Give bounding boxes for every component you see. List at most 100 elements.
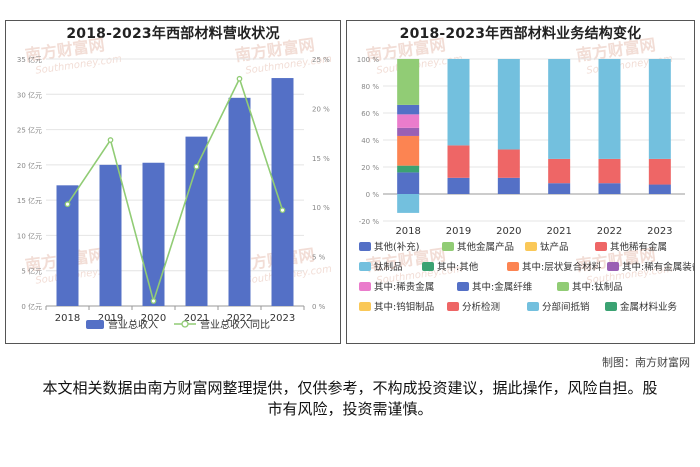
stack-segment [598, 158, 621, 184]
legend-label: 其中:金属纤维 [472, 281, 533, 293]
revenue-bar [228, 97, 251, 306]
legend-swatch [442, 242, 454, 251]
stack-segment [648, 158, 671, 185]
yoy-point [64, 201, 71, 208]
legend-swatch [457, 282, 469, 291]
y-tick-label: 40 % [361, 137, 379, 145]
stack-segment-negative [397, 194, 420, 213]
y-tick-label: 100 % [357, 56, 380, 64]
yoy-point [279, 207, 286, 214]
y-tick-label: 80 % [361, 83, 379, 91]
revenue-chart-svg: 南方财富网Southmoney.com南方财富网Southmoney.com南方… [17, 35, 333, 331]
yoy-point [193, 163, 200, 170]
business-structure-chart-svg: 南方财富网Southmoney.com南方财富网Southmoney.com南方… [357, 35, 694, 313]
legend-swatch-yoy-marker [181, 320, 189, 328]
y-right-tick-label: 15 % [312, 155, 330, 163]
stack-segment [548, 59, 571, 159]
yoy-point [236, 75, 243, 82]
legend-label: 钛产品 [540, 241, 569, 253]
stack-segment [548, 158, 571, 184]
legend-label-yoy: 营业总收入同比 [200, 318, 270, 331]
legend-label: 其中:层状复合材料 [522, 261, 602, 273]
y-left-tick-label: 35 亿元 [17, 55, 42, 64]
legend-label: 其中:稀贵金属 [374, 281, 434, 293]
stack-segment [397, 127, 420, 136]
stack-segment [497, 149, 520, 178]
yoy-line [66, 76, 284, 304]
legend-swatch [359, 262, 371, 271]
revenue-bar [56, 185, 79, 306]
x-tick-label: 2019 [446, 226, 471, 237]
legend-label: 其他金属产品 [457, 241, 514, 253]
x-tick-label: 2022 [597, 226, 622, 237]
y-left-tick-label: 25 亿元 [17, 126, 42, 135]
legend-label: 其中:稀有金属装备 [622, 261, 694, 273]
stack-segment [447, 59, 470, 146]
x-tick-label: 2023 [270, 313, 295, 324]
legend-swatch-revenue [86, 320, 104, 329]
legend-swatch [525, 242, 537, 251]
legend-label: 其中:钨钼制品 [374, 301, 434, 313]
yoy-point [150, 298, 157, 304]
legend-swatch [447, 302, 459, 311]
y-left-tick-label: 10 亿元 [17, 231, 42, 240]
stack-segment [397, 135, 420, 166]
chart-credit: 制图：南方财富网 [602, 356, 690, 369]
stack-segment [447, 177, 470, 194]
stack-segment [397, 104, 420, 115]
legend-label: 金属材料业务 [620, 301, 678, 313]
x-tick-label: 2018 [55, 313, 80, 324]
x-tick-label: 2022 [227, 313, 252, 324]
legend-swatch [422, 262, 434, 271]
revenue-chart-panel: 2018-2023年西部材料营收状况 南方财富网 Southmoney.com 南方… [5, 20, 341, 344]
stack-segment [648, 184, 671, 194]
y-tick-label: 0 % [366, 191, 380, 199]
legend-swatch [359, 282, 371, 291]
stack-segment [598, 183, 621, 194]
y-tick-label: 60 % [361, 110, 379, 118]
stack-segment [497, 59, 520, 150]
y-tick-label: -20 % [359, 218, 380, 226]
revenue-bar [142, 162, 165, 306]
revenue-chart-title: 2018-2023年西部材料营收状况 [66, 26, 280, 42]
stack-segment [598, 59, 621, 159]
legend-swatch [527, 302, 539, 311]
y-right-tick-label: 5 % [312, 254, 326, 262]
y-left-tick-label: 20 亿元 [17, 161, 42, 170]
stack-segment [447, 145, 470, 178]
legend-swatch [359, 302, 371, 311]
x-tick-label: 2023 [647, 226, 672, 237]
y-tick-label: 20 % [361, 164, 379, 172]
y-right-tick-label: 0 % [312, 303, 326, 311]
revenue-bar [185, 136, 208, 306]
legend-label: 分部间抵销 [542, 301, 590, 313]
yoy-point [107, 137, 114, 143]
legend-label-revenue: 营业总收入 [108, 318, 158, 331]
stack-segment [397, 172, 420, 194]
legend-swatch [595, 242, 607, 251]
x-tick-label: 2021 [546, 226, 571, 237]
y-left-tick-label: 30 亿元 [17, 90, 42, 99]
legend-label: 其中:其他 [437, 261, 479, 273]
x-tick-label: 2018 [395, 226, 420, 237]
legend-label: 钛制品 [374, 261, 403, 273]
legend-swatch [359, 242, 371, 251]
y-right-tick-label: 20 % [312, 105, 330, 113]
stack-segment [397, 165, 420, 173]
stack-segment [548, 183, 571, 194]
legend-swatch [507, 262, 519, 271]
disclaimer-text: 本文相关数据由南方财富网整理提供，仅供参考，不构成投资建议，据此操作，风险自担。… [42, 379, 658, 418]
x-tick-label: 2021 [184, 313, 209, 324]
stack-segment [648, 59, 671, 159]
business-structure-chart-title: 2018-2023年西部材料业务结构变化 [399, 26, 642, 42]
legend-swatch [605, 302, 617, 311]
legend-label: 其中:钛制品 [572, 281, 623, 293]
stack-segment [397, 59, 420, 105]
y-right-tick-label: 10 % [312, 204, 330, 212]
legend-label: 其他(补充) [374, 241, 419, 253]
legend-label: 其他稀有金属 [610, 241, 667, 253]
revenue-bar [99, 164, 122, 306]
y-right-tick-label: 25 % [312, 56, 330, 64]
x-tick-label: 2020 [496, 226, 521, 237]
x-tick-label: 2019 [98, 313, 123, 324]
